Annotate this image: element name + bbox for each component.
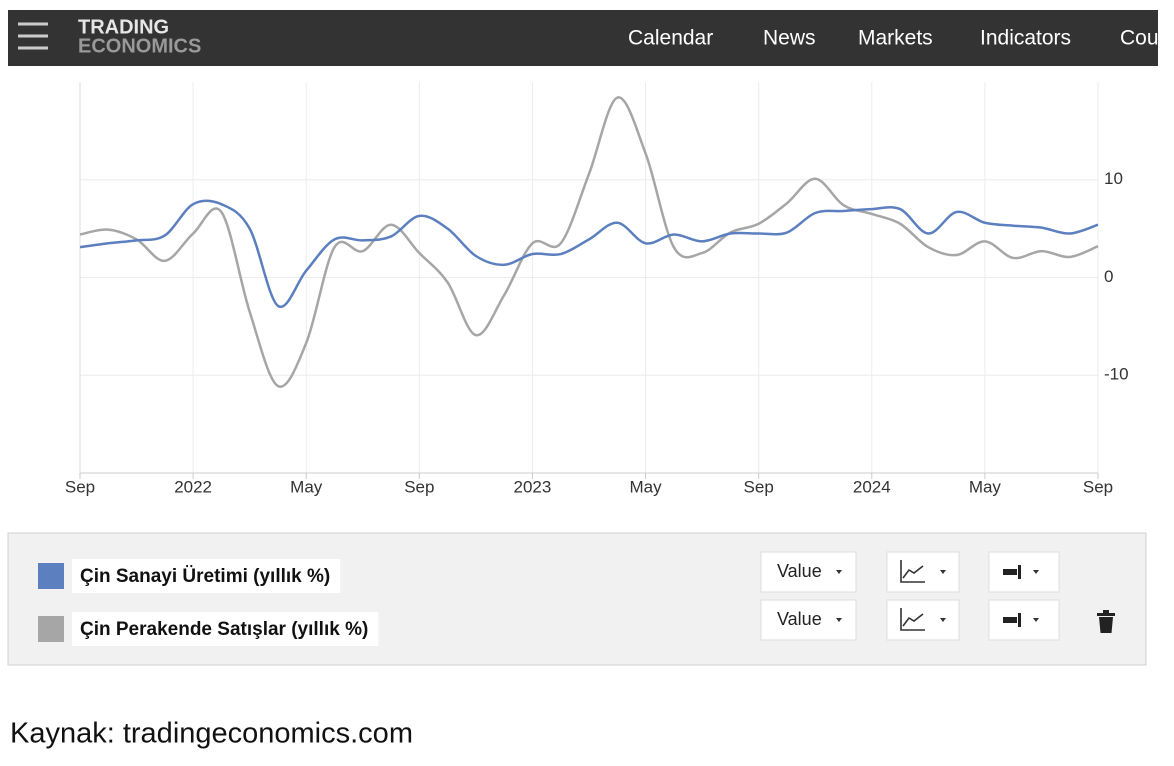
source: Kaynak: tradingeconomics.com [10,718,413,750]
caret [1033,570,1039,574]
series-line [79,199,1099,309]
chart-type-button[interactable] [886,551,960,593]
legend-swatch [38,563,64,589]
x-tick-label: Sep [744,477,774,496]
y-tick-label: 0 [1104,267,1113,286]
axis-icon [1003,613,1021,627]
caret [836,618,842,622]
caret [940,570,946,574]
legend-label: Çin Sanayi Üretimi (yıllık %) [80,566,330,587]
menu-icon[interactable] [18,22,48,50]
chart-type-icon [900,608,925,631]
y-tick-label: -10 [1104,365,1129,384]
chart-type-icon [900,560,925,583]
trash-icon[interactable] [1097,610,1115,633]
value-button-label: Value [777,561,822,581]
x-tick-label: 2023 [514,477,552,496]
axis-icon [1003,565,1021,579]
x-tick-label: May [629,477,662,496]
nav-item[interactable]: Indicators [980,27,1071,50]
legend-label: Çin Perakende Satışlar (yıllık %) [80,619,368,640]
legend: Çin Sanayi Üretimi (yıllık %) Value Çin Pe… [38,551,1060,646]
x-tick-label: 2022 [174,477,212,496]
x-tick-label: Sep [404,477,434,496]
chart-type-button[interactable] [886,599,960,641]
logo-top[interactable]: TRADING [78,16,169,38]
caret [836,570,842,574]
caret [1033,618,1039,622]
plot: Sep 2022 May Sep 2023 May Sep 2024 May Sep -10 0 10 [65,82,1129,496]
x-tick-label: Sep [65,477,95,496]
caret [940,618,946,622]
nav-item[interactable]: News [763,27,816,50]
series-line [79,96,1099,388]
y-tick-label: 10 [1104,169,1123,188]
x-tick-label: 2024 [853,477,891,496]
legend-swatch [38,616,64,642]
x-tick-label: Sep [1083,477,1113,496]
legend-label-bg [72,612,379,646]
x-tick-label: May [969,477,1002,496]
nav: TRADING ECONOMICS Calendar News Markets Ind… [18,16,1159,57]
logo-bottom[interactable]: ECONOMICS [78,35,201,57]
nav-bar [8,10,1158,66]
axis-button[interactable] [988,551,1060,593]
value-button-label: Value [777,609,822,629]
nav-item[interactable]: Calendar [628,27,713,50]
legend-label-bg [72,559,341,593]
nav-item[interactable]: Cou [1120,27,1159,50]
nav-item[interactable]: Markets [858,27,933,50]
x-tick-label: May [290,477,323,496]
axis-button[interactable] [988,599,1060,641]
